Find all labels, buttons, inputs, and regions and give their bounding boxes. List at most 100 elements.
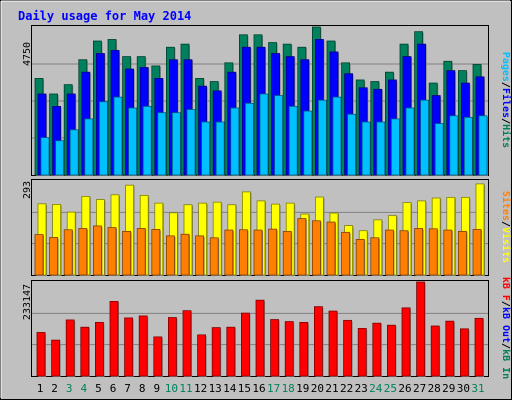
kb-f-bar (211, 327, 221, 377)
day-label: 9 (153, 382, 160, 395)
legend-sep: / (500, 82, 511, 88)
pages-bar (434, 123, 444, 176)
legend-pages: Pages (500, 52, 511, 82)
legend-sep: / (500, 118, 511, 124)
pages-bar (332, 96, 342, 176)
legend-sep: / (500, 301, 511, 307)
pages-bar (244, 102, 254, 176)
sites-bar (209, 237, 219, 276)
day-label: 1 (37, 382, 44, 395)
sites-bar (107, 227, 117, 276)
sites-bar (384, 229, 394, 276)
kb-f-bar (299, 321, 309, 377)
pages-bar (157, 112, 167, 176)
kb-f-bar (357, 328, 367, 377)
day-label: 14 (223, 382, 237, 395)
sites-bar (311, 220, 321, 276)
day-label: 4 (80, 382, 87, 395)
kb-f-bar (401, 307, 411, 377)
hits-ymax-label: 4750 (22, 42, 33, 66)
day-label: 25 (384, 382, 397, 395)
day-label: 2 (51, 382, 58, 395)
hits-files-pages-panel: 4750 Pages/Files/Hits (22, 25, 512, 177)
kb-legend: kB F/kB Out/kB In (500, 277, 511, 379)
sites-bar (297, 218, 307, 276)
kb-f-bar (386, 324, 396, 377)
sites-bar (355, 238, 365, 276)
visits-sites-legend: Sites/Visits (500, 191, 512, 263)
sites-bar (136, 228, 146, 276)
pages-bar (259, 93, 269, 176)
day-label: 21 (325, 382, 338, 395)
pages-bar (274, 95, 284, 176)
kb-f-bar (328, 310, 338, 377)
kb-f-bar (284, 321, 294, 377)
sites-bar (165, 235, 175, 276)
sites-bar (268, 228, 278, 276)
kb-f-bar (182, 310, 192, 377)
pages-bar (142, 106, 152, 176)
kb-panel: 233147 kB F/kB Out/kB In (22, 277, 511, 379)
kb-f-bar (36, 332, 46, 377)
pages-bar (69, 129, 79, 176)
pages-bar (171, 112, 181, 176)
kb-f-bar (51, 339, 60, 377)
pages-bar (390, 118, 400, 176)
day-label: 15 (238, 382, 251, 395)
sites-bar (341, 231, 351, 276)
day-label: 3 (66, 382, 73, 395)
legend-sep: / (500, 221, 511, 227)
pages-bar (420, 99, 430, 176)
sites-bar (78, 228, 88, 276)
pages-bar (361, 121, 371, 176)
day-label: 29 (442, 382, 455, 395)
sites-bar (238, 229, 248, 276)
day-label: 18 (282, 382, 295, 395)
legend-hits: Hits (500, 124, 512, 148)
hits-files-pages-bars (34, 26, 488, 177)
day-label: 13 (209, 382, 222, 395)
sites-bar (93, 225, 102, 276)
sites-bar (428, 228, 438, 276)
pages-bar (303, 110, 313, 176)
sites-bar (326, 221, 336, 276)
pages-bar (405, 107, 415, 176)
kb-bars (36, 281, 484, 377)
visits-ymax-label: 293 (22, 181, 33, 199)
pages-bar (317, 99, 327, 176)
day-label: 22 (340, 382, 353, 395)
sites-bar (253, 229, 263, 276)
legend-sites: Sites (500, 191, 512, 221)
day-label: 12 (194, 382, 207, 395)
kb-f-bar (343, 319, 353, 377)
day-label: 5 (95, 382, 102, 395)
pages-bar (55, 140, 64, 176)
pages-bar (463, 116, 473, 176)
kb-ymax-label: 233147 (22, 284, 33, 320)
sites-bar (122, 230, 131, 276)
kb-f-bar (80, 326, 90, 377)
day-label: 23 (355, 382, 368, 395)
day-label: 31 (471, 382, 484, 395)
sites-bar (370, 237, 380, 276)
kb-f-bar (474, 317, 484, 377)
pages-bar (347, 113, 357, 176)
pages-bar (478, 115, 488, 176)
kb-f-bar (138, 315, 148, 377)
pages-bar (201, 121, 211, 176)
kb-f-bar (197, 334, 207, 377)
legend-kb-out: kB Out (500, 307, 511, 343)
legend-sep: / (500, 343, 511, 349)
kb-f-bar (430, 325, 440, 377)
hits-files-pages-legend: Pages/Files/Hits (500, 52, 512, 148)
sites-bar (282, 230, 292, 276)
day-label: 10 (165, 382, 178, 395)
day-label: 26 (398, 382, 411, 395)
day-label: 28 (428, 382, 441, 395)
kb-f-bar (226, 326, 236, 377)
pages-bar (40, 137, 50, 176)
kb-f-bar (270, 319, 280, 377)
kb-f-bar (240, 312, 250, 377)
